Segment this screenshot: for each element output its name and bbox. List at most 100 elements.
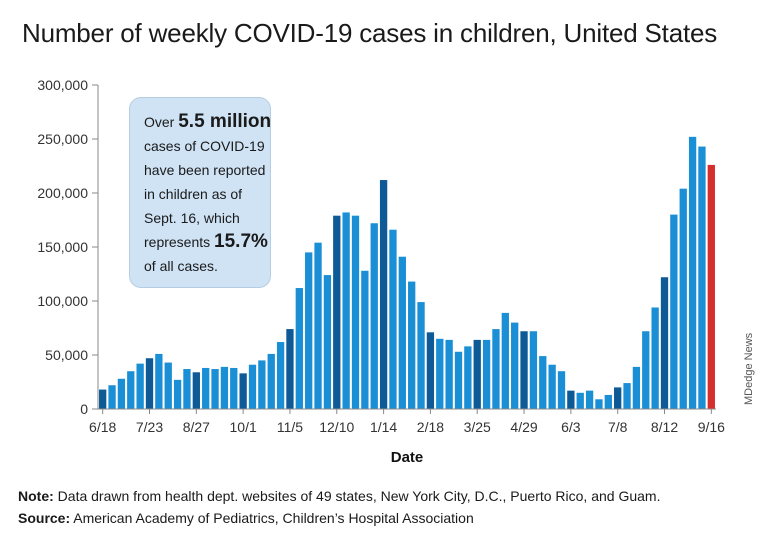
x-tick-label: 12/10 — [319, 419, 354, 435]
source-text: American Academy of Pediatrics, Children… — [73, 510, 474, 526]
bar — [99, 389, 107, 409]
bar — [276, 342, 285, 409]
callout-text: have been reported — [144, 162, 266, 178]
bar — [492, 329, 500, 409]
bar — [539, 356, 547, 409]
footnotes: Note: Data drawn from health dept. websi… — [18, 485, 660, 529]
y-axis: 0 50,000 100,000 150,000 200,000 250,000 300,0… — [37, 77, 99, 417]
callout-text: represents — [144, 234, 211, 250]
bar — [501, 312, 509, 409]
source-line: Source: American Academy of Pediatrics, … — [18, 507, 660, 529]
x-tick-label: 9/16 — [698, 419, 725, 435]
bar — [557, 371, 566, 409]
bar — [258, 360, 266, 409]
bar — [511, 322, 519, 409]
bar — [136, 363, 144, 409]
note-line: Note: Data drawn from health dept. websi… — [18, 485, 660, 507]
bar — [127, 371, 135, 409]
bar — [520, 331, 528, 409]
bar — [679, 188, 687, 409]
bar — [295, 288, 303, 409]
x-axis: 6/18 7/23 8/27 10/1 11/5 12/10 1/14 2/18 3/25 4/2… — [89, 408, 725, 435]
x-tick-label: 7/8 — [608, 419, 628, 435]
x-tick-label: 8/12 — [651, 419, 678, 435]
bar — [155, 353, 163, 409]
x-tick-label: 2/18 — [417, 419, 444, 435]
callout-text: in children as of — [144, 186, 243, 202]
bar — [164, 362, 172, 409]
bar — [576, 392, 584, 409]
bar — [436, 338, 444, 409]
bar — [333, 215, 341, 409]
bar — [698, 146, 706, 409]
source-label: Source: — [18, 510, 71, 526]
bar — [202, 367, 210, 409]
x-tick-label: 8/27 — [183, 419, 210, 435]
bar — [248, 364, 257, 409]
x-tick-label: 3/25 — [464, 419, 491, 435]
x-tick-label: 7/23 — [136, 419, 163, 435]
bar-series — [99, 136, 715, 409]
bar — [351, 215, 360, 409]
chart-title: Number of weekly COVID-19 cases in child… — [22, 18, 718, 48]
note-label: Note: — [18, 488, 54, 504]
bar — [220, 366, 229, 409]
y-tick-label: 200,000 — [37, 185, 88, 201]
y-tick-label: 300,000 — [37, 77, 88, 93]
x-axis-label: Date — [391, 449, 424, 466]
bar — [651, 307, 659, 409]
bar — [314, 242, 322, 409]
callout-text: cases of COVID-19 — [144, 138, 265, 154]
bar — [145, 358, 154, 409]
bar — [464, 346, 472, 409]
x-tick-label: 4/29 — [510, 419, 537, 435]
bar — [445, 339, 453, 409]
x-tick-label: 6/18 — [89, 419, 116, 435]
bar — [595, 399, 603, 409]
callout-box: Over 5.5 million cases of COVID-19 have … — [129, 97, 271, 288]
bar — [623, 383, 631, 409]
y-tick-label: 0 — [80, 401, 88, 417]
bar — [660, 277, 669, 409]
bar — [379, 180, 388, 409]
bar — [239, 373, 247, 409]
bar — [117, 378, 126, 409]
bar — [211, 369, 219, 409]
bar — [389, 229, 397, 409]
y-tick-label: 50,000 — [45, 347, 88, 363]
bar — [670, 214, 678, 409]
x-tick-label: 6/3 — [561, 419, 581, 435]
bar — [688, 136, 697, 409]
bar — [173, 379, 182, 409]
bar — [614, 387, 622, 409]
bar — [585, 390, 594, 409]
bar — [370, 223, 378, 409]
callout-text: Over — [144, 114, 175, 130]
bar — [361, 270, 369, 409]
y-tick-label: 250,000 — [37, 131, 88, 147]
bar — [305, 252, 313, 409]
x-tick-label: 10/1 — [230, 419, 257, 435]
x-tick-label: 1/14 — [370, 419, 397, 435]
callout-highlight: 15.7% — [214, 231, 268, 252]
y-tick-label: 100,000 — [37, 293, 88, 309]
bar — [267, 353, 275, 409]
bar — [398, 256, 406, 409]
bar — [323, 275, 332, 409]
bar — [482, 339, 491, 409]
bar — [192, 372, 200, 409]
callout-highlight: 5.5 million — [178, 111, 272, 132]
bar — [548, 364, 556, 409]
bar — [342, 212, 350, 409]
bar — [230, 367, 238, 409]
bar — [632, 366, 641, 409]
bar — [604, 394, 612, 409]
bar — [642, 331, 650, 409]
bar — [183, 369, 191, 409]
callout-text: of all cases. — [144, 258, 218, 274]
bar — [454, 351, 463, 409]
bar — [108, 385, 116, 409]
callout-text: Sept. 16, which — [144, 210, 240, 226]
note-text: Data drawn from health dept. websites of… — [57, 488, 661, 504]
